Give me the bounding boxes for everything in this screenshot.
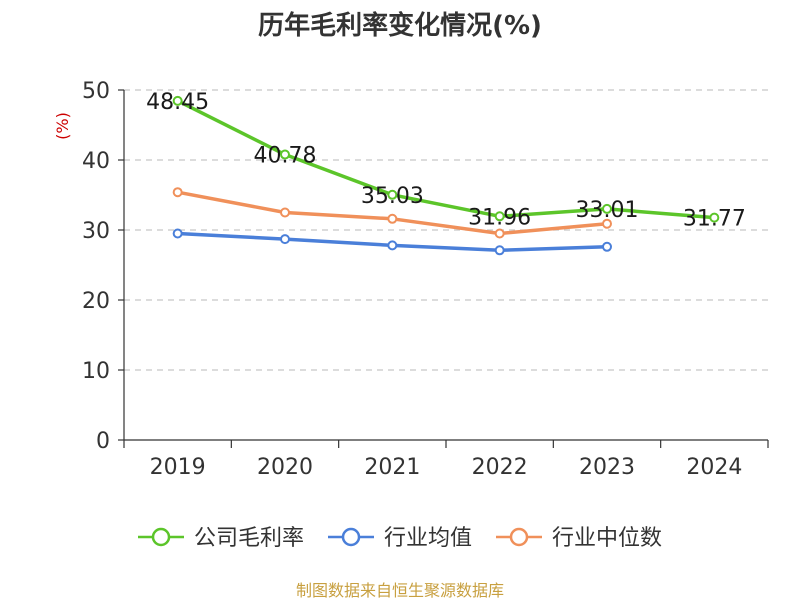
data-point — [172, 95, 183, 106]
y-tick-label: 30 — [82, 219, 110, 244]
series-line — [175, 99, 717, 220]
data-point — [602, 218, 612, 229]
legend-item: 行业均值 — [328, 526, 472, 551]
legend-label: 行业均值 — [384, 526, 472, 551]
axes: 0 10 20 30 40 50 2019 2020 2021 2022 2023 2024 — [82, 79, 769, 480]
legend-item: 公司毛利率 — [138, 526, 304, 551]
legend-label: 公司毛利率 — [194, 526, 304, 551]
y-tick-label: 40 — [82, 149, 110, 174]
y-tick-label: 20 — [82, 289, 110, 314]
legend: 公司毛利率 行业均值 行业中位数 — [138, 526, 662, 551]
data-label: 33.01 — [576, 198, 639, 223]
legend-marker-icon — [509, 527, 529, 547]
source-note: 制图数据来自恒生聚源数据库 — [296, 581, 504, 600]
data-point — [494, 211, 505, 222]
data-point — [709, 212, 720, 223]
legend-label: 行业中位数 — [552, 526, 662, 551]
legend-marker-icon — [151, 527, 171, 547]
data-point — [387, 240, 398, 251]
y-tick-label: 50 — [82, 79, 110, 104]
x-tick-label: 2022 — [472, 455, 528, 480]
y-tick-label: 10 — [82, 359, 110, 384]
data-point — [172, 228, 183, 239]
data-label: 35.03 — [361, 184, 424, 209]
x-tick-label: 2019 — [150, 455, 206, 480]
data-label: 31.77 — [683, 207, 746, 232]
x-tick-label: 2021 — [364, 455, 420, 480]
y-unit-label: (%) — [53, 112, 72, 140]
grid-lines — [124, 89, 768, 371]
data-point — [280, 234, 290, 245]
legend-marker-icon — [341, 527, 361, 547]
x-tick-label: 2024 — [686, 455, 742, 480]
series-lines — [172, 95, 720, 256]
data-point — [602, 241, 612, 252]
legend-item: 行业中位数 — [496, 526, 662, 551]
data-point — [280, 207, 290, 218]
data-point — [494, 228, 505, 239]
data-label: 48.45 — [146, 90, 209, 115]
data-label: 31.96 — [468, 205, 531, 230]
data-point — [494, 245, 505, 256]
data-labels: 48.45 40.78 35.03 31.96 33.01 31.77 — [146, 90, 746, 232]
chart-title: 历年毛利率变化情况(%) — [258, 10, 542, 41]
data-point — [387, 213, 398, 224]
x-tick-label: 2020 — [257, 455, 313, 480]
data-point — [172, 187, 183, 198]
data-point — [280, 149, 290, 160]
x-tick-label: 2023 — [579, 455, 635, 480]
data-label: 40.78 — [254, 144, 317, 169]
data-point — [602, 203, 612, 214]
data-point — [387, 189, 398, 200]
y-tick-label: 0 — [96, 429, 110, 454]
